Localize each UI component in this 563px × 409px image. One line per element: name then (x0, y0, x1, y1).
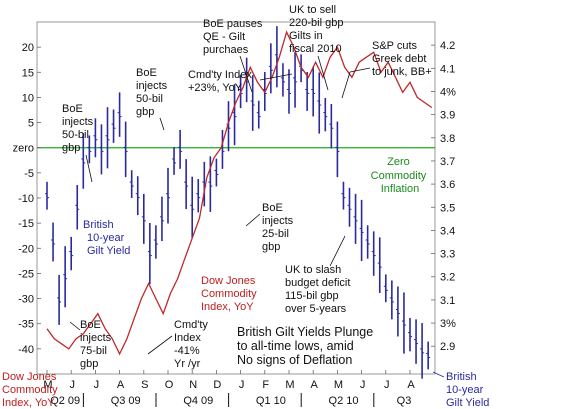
leader-gilt-yield-outer (432, 371, 445, 378)
leader-cmdty-plus23 (259, 73, 293, 81)
right-tick-label: 3% (440, 318, 456, 330)
right-tick-label: 3.9 (440, 110, 455, 122)
x-month-label: M (285, 379, 294, 391)
annotation-boe-50bil-1: BoE injects 50-bil gbp (136, 67, 170, 118)
x-quarter-label: Q2 09 (50, 395, 80, 407)
left-tick-label: -40 (18, 344, 34, 356)
annotation-boe-75bil: BoE injects 75-bil gbp (80, 319, 114, 370)
x-quarter-label: Q3 (397, 395, 412, 407)
annotation-cmdty-minus41: Cmd'ty Index -41% Yr /yr (174, 319, 211, 370)
right-tick-label: 4.1 (440, 63, 455, 75)
annotation-uk-sell-gilts: UK to sell 220-bil gbp Gilts in fiscal 2… (289, 4, 347, 55)
left-tick-label: -5 (24, 168, 34, 180)
right-axis-ticks: 4.2 4.1 4% 3.9 3.8 3.7 3.6 3.5 3.4 3.3 3.2 3.1 3% 2.9 (431, 40, 456, 353)
x-month-label: N (189, 379, 197, 391)
x-month-label: M (43, 379, 52, 391)
x-month-label: J (69, 379, 75, 391)
left-tick-label: -20 (18, 243, 34, 255)
left-tick-label: -35 (18, 319, 34, 331)
left-tick-label: -25 (18, 268, 34, 280)
right-tick-label: 3.7 (440, 156, 455, 168)
right-tick-label: 3.6 (440, 179, 455, 191)
right-tick-label: 3.1 (440, 295, 455, 307)
right-tick-label: 3.2 (440, 272, 455, 284)
plot-frame (36, 21, 436, 375)
right-tick-label: 3.4 (440, 225, 455, 237)
right-tick-label: 3.8 (440, 133, 455, 145)
zero-commodity-label: Zero Commodity Inflation (371, 156, 430, 195)
left-tick-label: 20 (22, 42, 34, 54)
leader-sp-greek (349, 67, 371, 73)
leader-uk-sell-gilts (317, 55, 329, 91)
x-month-label: M (334, 379, 343, 391)
right-tick-label: 2.9 (440, 341, 455, 353)
leader-boe-25bil (245, 213, 261, 227)
leader-uk-slash (329, 235, 346, 267)
left-tick-label: -30 (18, 294, 34, 306)
x-month-label: O (165, 379, 174, 391)
left-axis-ticks: 20 15 10 5 zero -5 -10 -15 -20 -25 -30 -35 -40 (13, 42, 41, 356)
annotation-sp-greek: S&P cuts Greek debt to junk, BB+ (372, 40, 432, 78)
leader-sp-greek-2 (341, 71, 351, 99)
right-tick-label: 4.2 (440, 40, 455, 52)
x-quarter-label: Q3 09 (111, 395, 141, 407)
left-tick-label: zero (13, 143, 34, 155)
right-tick-label: 3.5 (440, 202, 455, 214)
left-tick-label: 10 (22, 92, 34, 104)
x-month-label: J (94, 379, 100, 391)
label-gilt-yield-outer: British 10-year Gilt Yield (446, 371, 489, 409)
x-month-label: A (311, 379, 319, 391)
left-tick-label: 15 (22, 67, 34, 79)
leader-boe-pauses (239, 55, 253, 93)
leader-cmdty-minus41 (147, 335, 173, 355)
label-gilt-yield-inner: British 10-year Gilt Yield (83, 219, 130, 257)
annotation-boe-25bil: BoE injects 25-bil gbp (262, 202, 296, 253)
x-quarter-label: Q2 10 (329, 395, 359, 407)
leader-boe-50bil-1 (159, 117, 165, 131)
label-commodity-outer: Dow Jones Commodity Index, YoY (2, 371, 61, 409)
annotation-uk-slash: UK to slash budget deficit 115-bil gbp o… (285, 264, 354, 315)
x-month-label: J (384, 379, 390, 391)
left-tick-label: 5 (28, 118, 34, 130)
x-month-label: D (213, 379, 221, 391)
annotation-cmdty-plus23: Cmd'ty Index +23%, YoY (188, 69, 255, 94)
x-month-label: A (407, 379, 415, 391)
leader-boe-75bil (69, 321, 81, 331)
x-quarter-label: Q4 09 (183, 395, 213, 407)
annotation-boe-pauses: BoE pauses QE - Gilt purchaes (203, 18, 265, 56)
x-month-label: J (360, 379, 366, 391)
x-axis-quarters: Q2 09 Q3 09 Q4 09 Q1 10 Q2 10 Q3 (50, 393, 411, 407)
leader-boe-50bil-2 (85, 154, 93, 183)
x-month-label: S (141, 379, 148, 391)
x-month-label: F (262, 379, 269, 391)
chart-title: British Gilt Yields Plunge to all-time l… (237, 325, 377, 367)
x-quarter-label: Q1 10 (256, 395, 286, 407)
left-tick-label: -15 (18, 218, 34, 230)
right-tick-label: 4% (440, 86, 456, 98)
annotation-boe-50bil-2: BoE injects 50-bil gbp (62, 103, 96, 154)
x-month-label: A (117, 379, 125, 391)
commodity-index-line (46, 30, 433, 356)
right-tick-label: 3.3 (440, 249, 455, 261)
left-tick-label: -10 (18, 193, 34, 205)
x-month-label: J (239, 379, 245, 391)
label-commodity-inner: Dow Jones Commodity Index, YoY (201, 275, 260, 313)
